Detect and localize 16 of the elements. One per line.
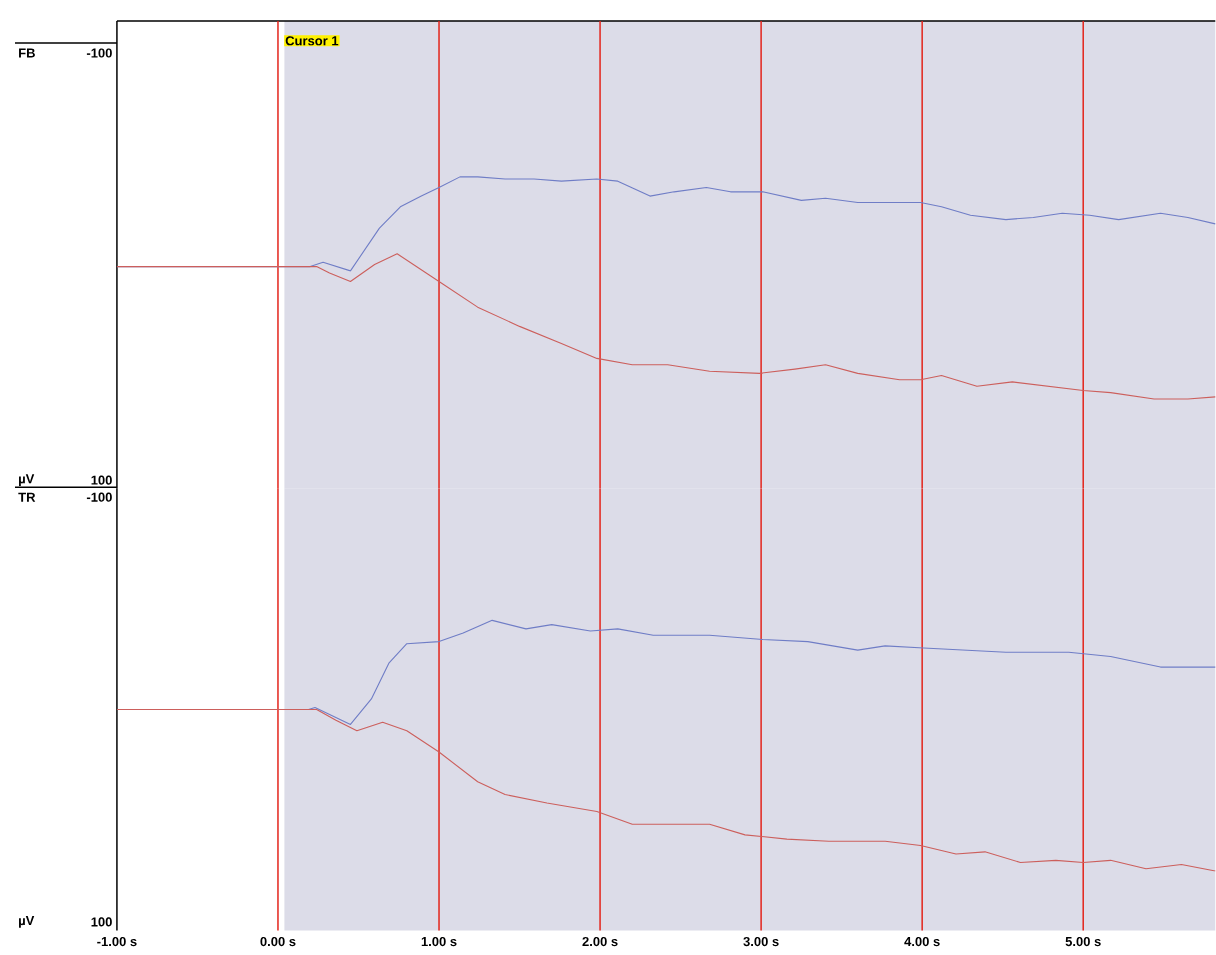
x-tick-label: 2.00 s — [582, 936, 618, 946]
y-tick-label: 100 — [91, 917, 112, 927]
x-tick-label: 0.00 s — [260, 936, 296, 946]
x-tick-label: 1.00 s — [421, 936, 457, 946]
y-axis-title: µV — [19, 474, 35, 486]
y-tick-label: 100 — [91, 475, 112, 485]
y-axis-title: µV — [19, 915, 35, 928]
x-tick-label: -1.00 s — [97, 936, 137, 946]
text: FB — [19, 48, 35, 58]
y-tick-label: -100 — [86, 48, 112, 58]
chart-title: TR — [18, 492, 36, 502]
x-tick-label: 4.00 s — [904, 936, 940, 946]
x-tick-label: 3.00 s — [743, 936, 779, 946]
y-tick-label: -100 — [86, 492, 112, 502]
ref-line-label: Cursor 1 — [285, 35, 339, 46]
x-tick-label: 5.00 s — [1065, 936, 1101, 946]
